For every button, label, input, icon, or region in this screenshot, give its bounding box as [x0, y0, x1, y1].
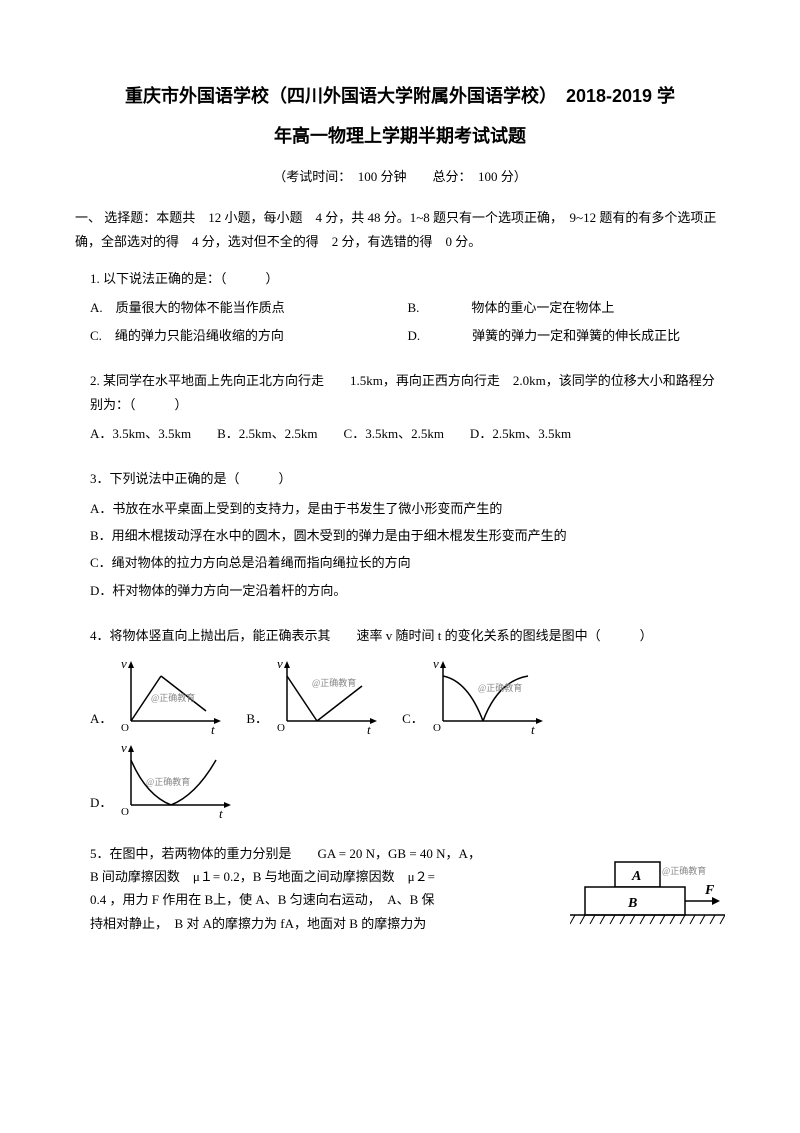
q3-opt-d: D．杆对物体的弹力方向一定沿着杆的方向。 — [90, 579, 725, 602]
question-3: 3．下列说法中正确的是（ ） A．书放在水平桌面上受到的支持力，是由于书发生了微… — [75, 467, 725, 602]
svg-text:t: t — [367, 722, 371, 736]
q2-text: 2. 某同学在水平地面上先向正北方向行走 1.5km，再向正西方向行走 2.0k… — [90, 369, 725, 416]
q5-line4: 持相对静止， B 对 A的摩擦力为 fA，地面对 B 的摩擦力为 — [90, 912, 550, 935]
graph-d-svg: v t O @正确教育 — [116, 740, 236, 820]
q5-line1: 5．在图中，若两物体的重力分别是 GA = 20 N，GB = 40 N，A， — [90, 842, 550, 865]
svg-text:@正确教育: @正确教育 — [478, 682, 522, 693]
question-1: 1. 以下说法正确的是：（ ） A. 质量很大的物体不能当作质点 B. 物体的重… — [75, 267, 725, 347]
svg-text:@正确教育: @正确教育 — [146, 776, 190, 787]
exam-info: （考试时间： 100 分钟 总分： 100 分） — [75, 165, 725, 188]
q2-opt-a: A．3.5km、3.5km B — [90, 422, 226, 445]
graph-c-svg: v t O @正确教育 — [428, 656, 548, 736]
title-sub: 年高一物理上学期半期考试试题 — [75, 120, 725, 152]
q5-line2: B 间动摩擦因数 μ１= 0.2，B 与地面之间动摩擦因数 μ２= — [90, 865, 550, 888]
q5-diagram: A B F — [570, 852, 725, 944]
q3-opt-c: C．绳对物体的拉力方向总是沿着绳而指向绳拉长的方向 — [90, 551, 725, 574]
svg-text:v: v — [277, 656, 283, 671]
q4-label-d: D． — [90, 791, 112, 814]
q3-text: 3．下列说法中正确的是（ ） — [90, 467, 725, 490]
q1-opt-a: A. 质量很大的物体不能当作质点 — [90, 296, 408, 319]
svg-text:@正确教育: @正确教育 — [151, 692, 195, 703]
q5-line3: 0.4 ，用力 F 作用在 B上，使 A、B 匀速向右运动， A、B 保 — [90, 888, 550, 911]
svg-text:@正确教育: @正确教育 — [662, 865, 706, 876]
q1-opt-c: C. 绳的弹力只能沿绳收缩的方向 — [90, 324, 408, 347]
svg-text:t: t — [211, 722, 215, 736]
svg-text:O: O — [121, 806, 129, 818]
q4-graph-d: D． v t O @正确教育 — [90, 740, 236, 820]
svg-text:t: t — [219, 806, 223, 820]
q1-text: 1. 以下说法正确的是：（ ） — [90, 267, 725, 290]
section-intro: 一、 选择题：本题共 12 小题，每小题 4 分，共 48 分。1~8 题只有一… — [75, 206, 725, 253]
q1-opt-d: D. 弹簧的弹力一定和弹簧的伸长成正比 — [408, 324, 726, 347]
svg-text:v: v — [433, 656, 439, 671]
svg-text:O: O — [121, 722, 129, 734]
question-4: 4．将物体竖直向上抛出后，能正确表示其 速率 v 随时间 t 的变化关系的图线是… — [75, 624, 725, 819]
svg-text:v: v — [121, 656, 127, 671]
q2-opt-b: ．2.5km、2.5km C — [226, 422, 352, 445]
svg-text:A: A — [631, 869, 641, 884]
q4-text: 4．将物体竖直向上抛出后，能正确表示其 速率 v 随时间 t 的变化关系的图线是… — [90, 624, 725, 647]
svg-text:O: O — [433, 722, 441, 734]
title-main: 重庆市外国语学校（四川外国语大学附属外国语学校） 2018-2019 学 — [75, 80, 725, 112]
q3-opt-b: B．用细木棍拨动浮在水中的圆木，圆木受到的弹力是由于细木棍发生形变而产生的 — [90, 524, 725, 547]
q4-graph-c: C． v t O @正确教育 — [402, 656, 548, 736]
q1-opt-b: B. 物体的重心一定在物体上 — [408, 296, 726, 319]
svg-text:B: B — [627, 896, 637, 911]
svg-text:@正确教育: @正确教育 — [312, 677, 356, 688]
q2-opt-d: ．2.5km、3.5km — [479, 422, 571, 445]
question-2: 2. 某同学在水平地面上先向正北方向行走 1.5km，再向正西方向行走 2.0k… — [75, 369, 725, 445]
q3-opt-a: A．书放在水平桌面上受到的支持力，是由于书发生了微小形变而产生的 — [90, 497, 725, 520]
q4-graph-a: A． v t O @正确教育 — [90, 656, 226, 736]
q2-opt-c: ．3.5km、2.5km D — [352, 422, 479, 445]
q4-label-c: C． — [402, 707, 424, 730]
graph-b-svg: v t O @正确教育 — [272, 656, 382, 736]
svg-text:F: F — [704, 883, 715, 898]
svg-text:t: t — [531, 722, 535, 736]
svg-text:v: v — [121, 740, 127, 755]
q4-graph-b: B． v t O @正确教育 — [246, 656, 382, 736]
q4-label-a: A． — [90, 707, 112, 730]
graph-a-svg: v t O @正确教育 — [116, 656, 226, 736]
svg-text:O: O — [277, 722, 285, 734]
question-5: 5．在图中，若两物体的重力分别是 GA = 20 N，GB = 40 N，A， … — [75, 842, 725, 944]
q4-label-b: B． — [246, 707, 268, 730]
